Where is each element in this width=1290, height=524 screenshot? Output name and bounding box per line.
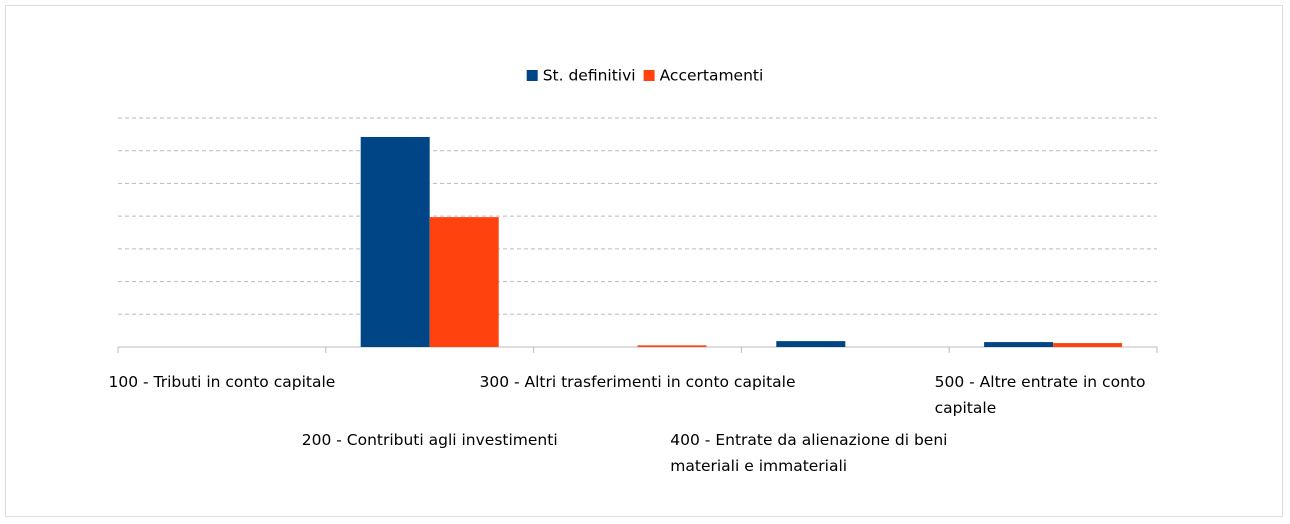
legend-label: St. definitivi: [543, 67, 636, 85]
bar: [429, 217, 499, 347]
bar: [360, 136, 430, 347]
bar: [984, 342, 1054, 347]
legend-swatch: [643, 70, 655, 81]
bar: [637, 345, 707, 347]
legend-swatch: [526, 70, 538, 81]
x-tick-label: 100 - Tributi in conto capitale: [108, 373, 336, 391]
x-tick-label: 200 - Contributi agli investimenti: [301, 431, 558, 449]
legend-label: Accertamenti: [660, 67, 764, 85]
bar: [1053, 343, 1123, 347]
x-tick-label: 300 - Altri trasferimenti in conto capit…: [479, 373, 796, 391]
frame: [5, 5, 1283, 517]
x-tick-label: 400 - Entrate da alienazione di beni mat…: [670, 431, 948, 475]
bar: [776, 341, 846, 347]
x-tick-label: 500 - Altre entrate in conto capitale: [934, 373, 1146, 417]
